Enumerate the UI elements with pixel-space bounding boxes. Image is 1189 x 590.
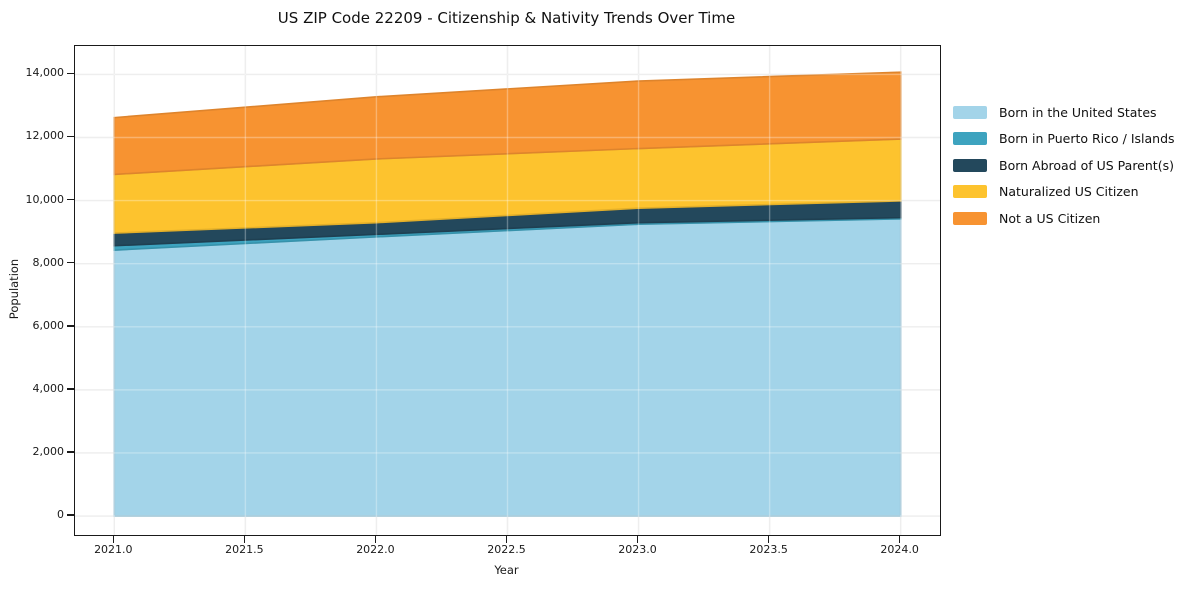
area-not-a-us-citizen — [113, 71, 902, 176]
y-tick-mark — [67, 261, 74, 264]
y-tick-label: 6,000 — [32, 318, 65, 332]
legend-item-born-in-puerto-rico-islands: Born in Puerto Rico / Islands — [953, 126, 1175, 153]
x-tick-label: 2022.0 — [356, 543, 395, 556]
x-tick-mark — [636, 535, 639, 543]
y-tick-label: 2,000 — [32, 444, 65, 458]
legend-swatch — [953, 185, 987, 199]
legend-swatch — [953, 158, 987, 172]
y-tick-label: 8,000 — [32, 255, 65, 269]
y-tick-mark — [67, 198, 74, 201]
y-tick-label: 10,000 — [25, 192, 65, 206]
y-tick-label: 0 — [57, 508, 64, 522]
x-tick-mark — [767, 535, 770, 543]
legend-item-born-in-the-united-states: Born in the United States — [953, 99, 1175, 126]
x-tick-mark — [898, 535, 901, 543]
y-tick-mark — [67, 514, 74, 516]
legend-label: Born in the United States — [999, 104, 1157, 120]
x-tick-label: 2021.5 — [225, 543, 264, 556]
y-tick-label: 4,000 — [32, 381, 65, 395]
x-tick-label: 2023.0 — [618, 543, 657, 556]
legend-item-not-a-us-citizen: Not a US Citizen — [953, 205, 1175, 232]
x-tick-mark — [505, 535, 508, 543]
x-tick-label: 2023.5 — [749, 543, 788, 556]
legend-swatch — [953, 211, 987, 225]
x-tick-mark — [112, 535, 115, 543]
x-axis-label: Year — [494, 563, 519, 577]
y-tick-label: 12,000 — [25, 129, 65, 143]
y-tick-mark — [67, 324, 74, 327]
legend-item-born-abroad-of-us-parent-s: Born Abroad of US Parent(s) — [953, 152, 1175, 179]
legend-label: Naturalized US Citizen — [999, 184, 1139, 200]
legend-label: Not a US Citizen — [999, 210, 1101, 226]
legend-swatch — [953, 132, 987, 146]
x-tick-mark — [374, 535, 377, 543]
legend-item-naturalized-us-citizen: Naturalized US Citizen — [953, 179, 1175, 206]
legend-swatch — [953, 105, 987, 119]
legend: Born in the United States Born in Puerto … — [953, 99, 1175, 232]
y-tick-mark — [67, 135, 74, 138]
legend-label: Born in Puerto Rico / Islands — [999, 131, 1175, 147]
x-tick-label: 2024.0 — [880, 543, 919, 556]
legend-label: Born Abroad of US Parent(s) — [999, 157, 1174, 173]
x-tick-label: 2021.0 — [94, 543, 133, 556]
stacked-area-chart — [75, 46, 940, 535]
plot-area — [74, 45, 941, 536]
y-tick-mark — [67, 72, 74, 75]
y-tick-label: 14,000 — [25, 66, 65, 80]
y-tick-mark — [67, 388, 74, 390]
y-axis-label: Population — [7, 258, 21, 320]
x-tick-mark — [243, 535, 246, 543]
chart-title: US ZIP Code 22209 - Citizenship & Nativi… — [277, 9, 736, 27]
y-tick-mark — [67, 451, 74, 453]
x-tick-label: 2022.5 — [487, 543, 526, 556]
